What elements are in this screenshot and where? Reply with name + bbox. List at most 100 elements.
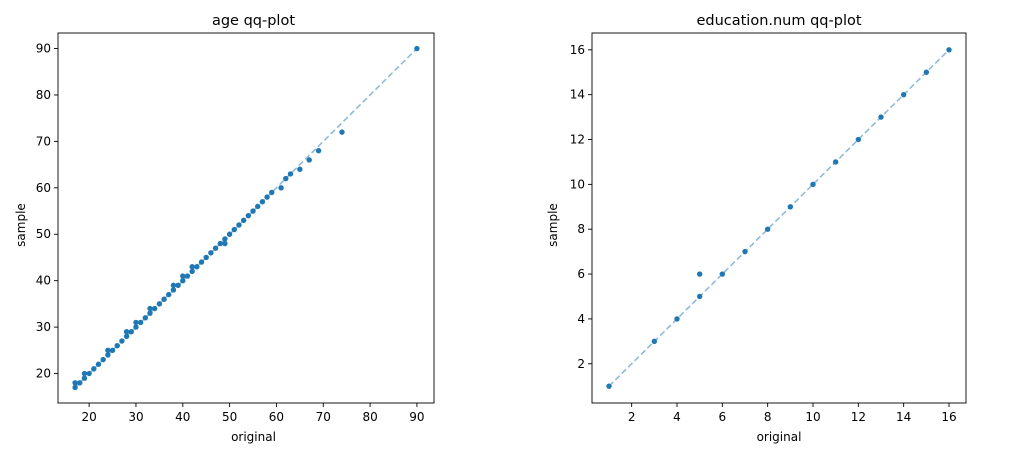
data-point: [719, 271, 726, 277]
data-point: [133, 324, 139, 330]
data-point: [175, 282, 181, 289]
x-tick-label: 4: [673, 410, 681, 424]
data-point: [250, 208, 256, 214]
data-point: [240, 217, 247, 224]
data-point: [123, 329, 130, 335]
data-point: [259, 199, 266, 205]
x-axis-label: original: [757, 430, 802, 444]
data-point: [77, 380, 83, 386]
data-point: [119, 338, 125, 344]
data-point: [217, 240, 223, 247]
data-point: [306, 157, 312, 163]
y-tick-label: 16: [570, 43, 585, 57]
data-point: [151, 305, 158, 312]
education-num-qq-plot-panel: education.num qq-plot 2 4 6 8 10 12 14 16 2 4 6 8 10…: [546, 13, 967, 444]
y-tick-label: 90: [36, 42, 51, 56]
data-point: [156, 301, 163, 307]
data-point: [810, 181, 816, 188]
data-point: [297, 166, 303, 172]
data-point: [81, 370, 88, 377]
data-point: [180, 277, 186, 284]
data-point: [128, 329, 134, 335]
data-point: [147, 310, 153, 316]
data-point: [283, 175, 289, 182]
data-point: [189, 268, 195, 275]
data-point: [161, 296, 167, 302]
y-tick-label: 4: [577, 312, 585, 326]
data-point: [137, 319, 144, 326]
data-point: [222, 236, 228, 242]
x-tick-label: 12: [851, 410, 866, 424]
data-point: [105, 347, 111, 354]
chart-title: education.num qq-plot: [696, 13, 861, 29]
data-point: [91, 366, 97, 372]
chart-title: age qq-plot: [212, 13, 295, 29]
data-point: [287, 171, 294, 177]
x-tick-label: 70: [316, 410, 331, 424]
y-tick-label: 14: [570, 88, 585, 102]
y-tick-label: 12: [570, 133, 585, 147]
x-tick-label: 8: [764, 410, 772, 424]
data-point: [606, 383, 612, 389]
data-point: [923, 69, 930, 75]
data-point: [231, 226, 237, 233]
x-tick-label: 90: [409, 410, 424, 424]
y-tick-label: 10: [570, 177, 585, 191]
x-tick-label: 40: [175, 410, 190, 424]
x-tick-label: 6: [719, 410, 727, 424]
y-tick-label: 8: [577, 222, 585, 236]
data-point: [651, 338, 658, 345]
data-point: [81, 375, 88, 381]
reference-line: [608, 49, 950, 387]
data-point: [166, 291, 172, 298]
data-point: [203, 254, 209, 261]
data-point: [194, 264, 200, 270]
y-tick-label: 40: [36, 274, 51, 288]
data-point: [339, 129, 345, 135]
x-tick-label: 60: [269, 410, 284, 424]
data-point: [264, 194, 270, 200]
data-point: [123, 333, 130, 340]
x-tick-label: 14: [896, 410, 911, 424]
data-point: [674, 316, 680, 322]
x-tick-label: 16: [941, 410, 956, 424]
x-tick-label: 30: [128, 410, 143, 424]
x-tick-label: 50: [222, 410, 237, 424]
data-point: [180, 273, 186, 279]
data-point: [855, 136, 862, 143]
data-point: [696, 293, 703, 300]
y-tick-label: 30: [36, 320, 51, 334]
reference-line: [74, 47, 418, 389]
axes-frame: [57, 32, 435, 404]
data-point: [946, 47, 952, 53]
plot-area: 2 4 6 8 10 12 14 16 2 4 6 8 10 12 14 16: [570, 32, 967, 424]
y-tick-label: 70: [36, 134, 51, 148]
data-point: [742, 248, 748, 255]
data-point: [696, 271, 703, 277]
data-point: [184, 273, 191, 279]
data-point: [315, 147, 322, 154]
data-point: [72, 380, 78, 386]
data-point: [100, 356, 106, 363]
data-point: [208, 250, 214, 256]
y-tick-label: 6: [577, 267, 585, 281]
x-axis-label: original: [231, 430, 276, 444]
data-point: [787, 204, 794, 210]
data-point: [878, 114, 884, 120]
x-tick-label: 10: [805, 410, 820, 424]
data-point: [95, 361, 102, 367]
data-point: [278, 185, 284, 191]
y-axis-label: sample: [14, 203, 28, 247]
data-point: [109, 347, 116, 354]
data-point: [170, 282, 177, 289]
y-tick-label: 50: [36, 227, 51, 241]
data-point: [255, 203, 261, 210]
data-point: [245, 212, 252, 219]
data-point: [86, 370, 92, 377]
data-point: [212, 245, 219, 251]
data-point: [226, 231, 233, 237]
data-point: [170, 287, 177, 293]
data-point: [198, 259, 205, 265]
